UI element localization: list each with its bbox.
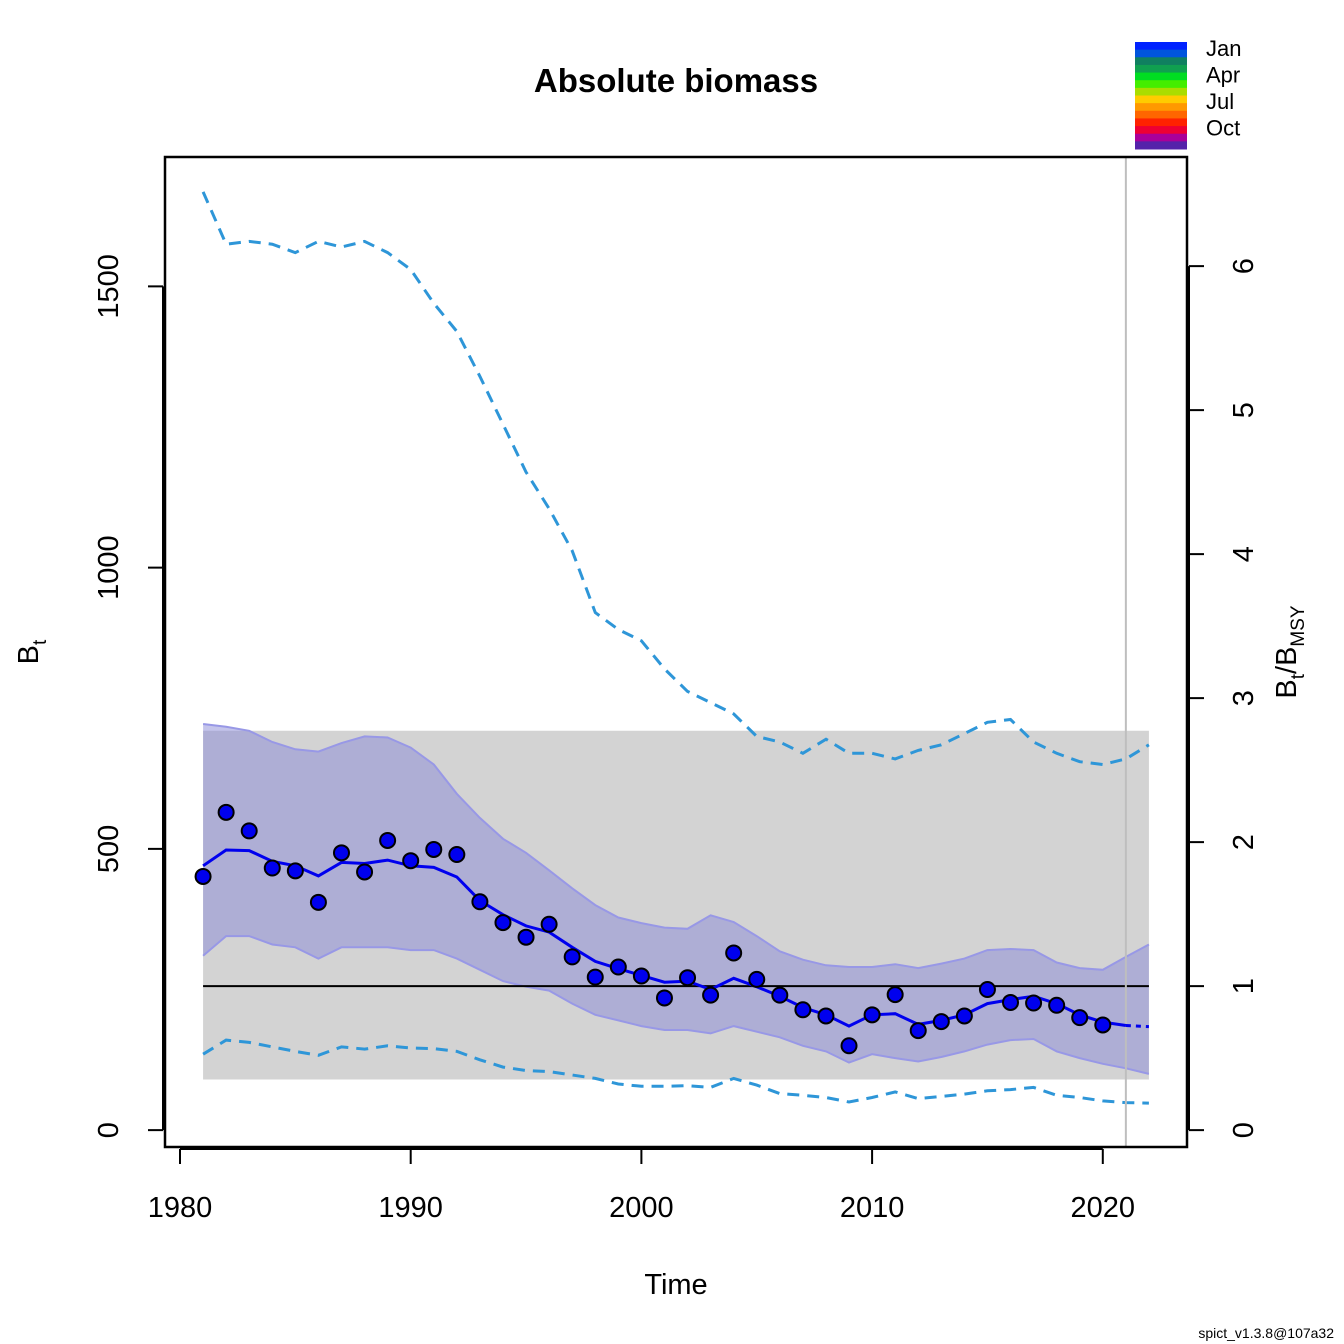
observation-point <box>217 803 235 821</box>
legend-swatch <box>1135 57 1187 66</box>
observation-point <box>771 986 789 1004</box>
y-axis-left: 0 500 1000 1500 <box>93 254 164 1138</box>
y-right-tick-label: 5 <box>1228 402 1260 418</box>
outer-upper-dashed-line <box>201 191 1150 767</box>
y-right-tick-label: 4 <box>1228 546 1260 562</box>
legend-swatch <box>1135 72 1187 81</box>
x-axis: 1980 1990 2000 2010 2020 <box>148 1148 1136 1224</box>
observation-point <box>240 822 258 840</box>
observation-point <box>563 948 581 966</box>
observation-point <box>263 859 281 877</box>
legend-swatch <box>1135 64 1187 74</box>
x-tick-label: 1980 <box>148 1192 213 1224</box>
observation-point <box>356 863 374 881</box>
y-axis-right: 0 1 2 3 4 5 6 <box>1188 258 1260 1138</box>
observation-point <box>955 1007 973 1025</box>
legend-swatch <box>1135 49 1187 58</box>
observation-point <box>540 915 558 933</box>
observation-point <box>194 867 212 885</box>
y-axis-right-label: Bt/BMSY <box>1271 605 1309 699</box>
legend-swatch <box>1135 133 1187 142</box>
observation-point <box>978 981 996 998</box>
observation-point <box>494 914 512 932</box>
observation-point <box>286 862 304 880</box>
observation-point <box>679 969 697 987</box>
observation-point <box>609 958 627 976</box>
chart-title: Absolute biomass <box>534 62 818 99</box>
observation-point <box>517 928 535 946</box>
observation-point <box>1094 1016 1112 1034</box>
plot-area <box>194 157 1150 1147</box>
observation-point <box>586 968 604 986</box>
legend-label-apr: Apr <box>1206 63 1240 88</box>
y-tick-label: 0 <box>93 1122 125 1138</box>
estimate-line <box>202 848 1127 1028</box>
observation-point <box>863 1006 881 1024</box>
observation-point <box>1025 994 1043 1012</box>
observation-point <box>332 844 350 862</box>
observation-point <box>632 967 650 985</box>
legend-swatch <box>1135 87 1187 96</box>
observation-point <box>840 1037 858 1055</box>
y-tick-label: 1000 <box>93 535 125 600</box>
observation-point <box>1071 1009 1089 1027</box>
y-tick-label: 1500 <box>93 254 125 319</box>
legend-swatch <box>1135 95 1187 104</box>
legend-swatch <box>1135 103 1187 112</box>
legend-swatch <box>1135 80 1187 89</box>
observation-point <box>932 1013 950 1031</box>
version-footnote: spict_v1.3.8@107a32 <box>1198 1325 1334 1341</box>
legend-swatch <box>1135 126 1187 135</box>
y-axis-label: Bt <box>13 639 51 664</box>
observation-point <box>655 989 673 1007</box>
observation-point <box>886 986 904 1004</box>
y-right-tick-label: 1 <box>1228 978 1260 994</box>
y-right-tick-label: 0 <box>1228 1122 1260 1138</box>
observation-point <box>1002 993 1020 1011</box>
observation-point <box>402 852 420 870</box>
legend-swatch <box>1135 141 1187 150</box>
legend-label-oct: Oct <box>1206 116 1240 141</box>
observation-point <box>425 840 443 858</box>
legend-label-jul: Jul <box>1206 89 1234 114</box>
observation-point <box>794 1001 812 1019</box>
observation-point <box>1048 996 1066 1014</box>
observation-point <box>817 1007 835 1025</box>
observation-point <box>309 893 327 911</box>
legend-swatch <box>1135 42 1187 51</box>
legend-label-jan: Jan <box>1206 36 1241 61</box>
x-tick-label: 2010 <box>840 1192 905 1224</box>
plot-frame <box>163 155 1189 1149</box>
y-right-tick-label: 3 <box>1228 690 1260 706</box>
x-tick-label: 2020 <box>1071 1192 1136 1224</box>
y-tick-label: 500 <box>93 825 125 873</box>
observation-point <box>909 1022 927 1040</box>
y-right-tick-label: 6 <box>1228 258 1260 274</box>
x-tick-label: 2000 <box>609 1192 674 1224</box>
y-right-tick-label: 2 <box>1228 834 1260 850</box>
observation-point <box>702 986 720 1004</box>
ci-lower-edge <box>202 935 1150 1075</box>
observation-point <box>471 893 489 911</box>
observation-point <box>748 970 766 988</box>
observation-point <box>379 831 397 849</box>
outer-lower-dashed-line <box>202 1038 1149 1105</box>
x-axis-label: Time <box>644 1269 707 1301</box>
forecast-line <box>1125 1024 1149 1029</box>
observation-point <box>725 944 743 962</box>
x-tick-label: 1990 <box>378 1192 443 1224</box>
ci-upper-edge <box>202 723 1150 971</box>
observation-point <box>448 846 466 863</box>
legend-swatch <box>1135 118 1187 127</box>
legend-swatch <box>1135 110 1187 119</box>
